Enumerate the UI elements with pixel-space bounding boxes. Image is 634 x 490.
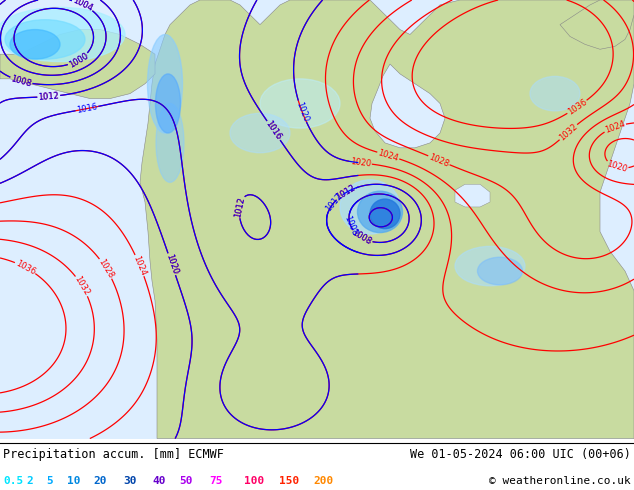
Text: 1008: 1008 [342, 215, 359, 237]
Ellipse shape [358, 191, 403, 233]
Ellipse shape [370, 199, 400, 229]
Text: 1000: 1000 [67, 51, 90, 70]
Ellipse shape [10, 29, 60, 59]
Text: 1020: 1020 [294, 100, 310, 123]
Text: We 01-05-2024 06:00 UIC (00+06): We 01-05-2024 06:00 UIC (00+06) [410, 448, 631, 461]
Text: 1012: 1012 [38, 91, 60, 102]
Ellipse shape [340, 180, 400, 234]
Text: 1012: 1012 [334, 183, 357, 202]
Ellipse shape [530, 76, 580, 111]
Text: 1012: 1012 [324, 192, 344, 213]
Ellipse shape [155, 74, 181, 133]
Text: 1024: 1024 [604, 119, 626, 135]
Text: 1008: 1008 [351, 228, 373, 247]
Text: 10: 10 [67, 476, 80, 486]
Text: 1004: 1004 [71, 0, 94, 13]
Text: 1020: 1020 [164, 253, 179, 275]
Polygon shape [560, 0, 634, 49]
Text: 1012: 1012 [334, 183, 357, 202]
Polygon shape [370, 64, 445, 148]
Text: 1008: 1008 [10, 74, 32, 88]
Text: 30: 30 [124, 476, 137, 486]
Ellipse shape [230, 113, 290, 153]
Text: 1032: 1032 [557, 122, 579, 143]
Text: 100: 100 [244, 476, 264, 486]
Text: 1012: 1012 [233, 196, 246, 218]
Text: 1024: 1024 [377, 148, 399, 163]
Ellipse shape [0, 7, 125, 62]
Text: Precipitation accum. [mm] ECMWF: Precipitation accum. [mm] ECMWF [3, 448, 224, 461]
Text: 75: 75 [209, 476, 223, 486]
Polygon shape [0, 29, 155, 98]
Text: 2: 2 [27, 476, 34, 486]
Text: 1032: 1032 [73, 274, 91, 297]
Text: 1008: 1008 [10, 74, 32, 88]
Ellipse shape [148, 34, 183, 133]
Ellipse shape [5, 20, 85, 59]
Text: 5: 5 [46, 476, 53, 486]
Text: 1008: 1008 [351, 228, 373, 247]
Text: 1024: 1024 [132, 254, 148, 277]
Text: 1036: 1036 [566, 98, 588, 117]
Text: 40: 40 [152, 476, 165, 486]
Text: 1016: 1016 [264, 119, 283, 142]
Text: 1028: 1028 [96, 257, 115, 280]
Text: © weatheronline.co.uk: © weatheronline.co.uk [489, 476, 631, 486]
Text: 1012: 1012 [38, 91, 60, 102]
Text: 200: 200 [314, 476, 334, 486]
Polygon shape [140, 0, 634, 439]
Text: 1020: 1020 [605, 160, 628, 174]
Text: 1016: 1016 [75, 102, 98, 115]
Text: 1012: 1012 [233, 196, 246, 218]
Text: 150: 150 [279, 476, 299, 486]
Text: 0.5: 0.5 [3, 476, 23, 486]
Ellipse shape [455, 246, 525, 286]
Text: 1036: 1036 [14, 259, 37, 276]
Text: 1016: 1016 [264, 119, 283, 142]
Ellipse shape [260, 79, 340, 128]
Text: 50: 50 [179, 476, 193, 486]
Polygon shape [455, 184, 490, 207]
Text: 1020: 1020 [164, 253, 179, 275]
Text: 1020: 1020 [349, 157, 372, 169]
Ellipse shape [156, 103, 184, 182]
Text: 1004: 1004 [71, 0, 94, 13]
Text: 1028: 1028 [427, 152, 450, 169]
Text: 20: 20 [94, 476, 107, 486]
Ellipse shape [477, 257, 522, 285]
Text: 1000: 1000 [67, 51, 90, 70]
